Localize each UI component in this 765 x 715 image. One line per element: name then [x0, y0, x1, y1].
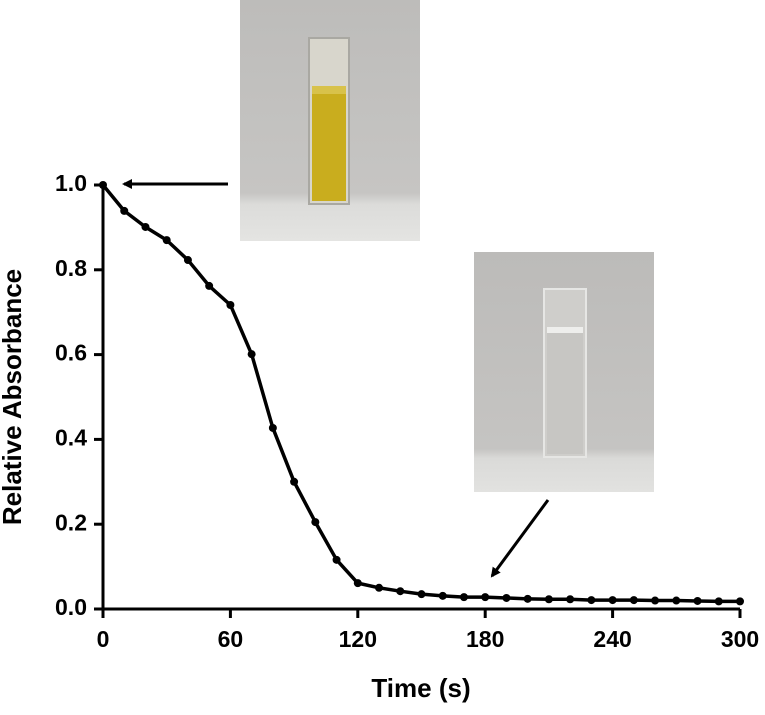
- data-point: [120, 206, 129, 215]
- data-point: [417, 590, 426, 599]
- data-point: [396, 587, 405, 596]
- arrow: [490, 499, 550, 578]
- data-point: [205, 281, 214, 290]
- x-tick-label: 180: [466, 626, 504, 652]
- data-point: [375, 583, 384, 592]
- x-axis-title: Time (s): [371, 673, 470, 703]
- data-point: [544, 595, 553, 604]
- x-tick-label: 120: [339, 626, 377, 652]
- data-point: [566, 595, 575, 604]
- y-tick-label: 1.0: [55, 170, 87, 196]
- data-point: [502, 593, 511, 602]
- data-point: [693, 596, 702, 605]
- data-point: [268, 423, 277, 432]
- y-tick-label: 0.8: [55, 255, 87, 281]
- data-point: [353, 579, 362, 588]
- data-point: [183, 256, 192, 265]
- data-point: [651, 596, 660, 605]
- data-point: [162, 236, 171, 245]
- data-point: [290, 477, 299, 486]
- photo-yellow: [240, 0, 420, 241]
- y-tick-label: 0.2: [55, 509, 87, 535]
- photo-clear: [474, 252, 654, 492]
- data-point: [736, 597, 744, 606]
- data-point: [629, 596, 638, 605]
- data-point: [608, 596, 617, 605]
- data-point: [99, 181, 107, 189]
- data-point: [459, 593, 468, 602]
- y-tick-label: 0.4: [55, 424, 87, 450]
- y-axis-title: Relative Absorbance: [0, 269, 27, 525]
- data-point: [714, 597, 723, 606]
- data-point: [523, 594, 532, 603]
- data-point: [587, 596, 596, 605]
- y-tick-label: 0.6: [55, 340, 87, 366]
- data-point: [672, 596, 681, 605]
- y-tick-label: 0.0: [55, 594, 87, 620]
- data-point: [481, 593, 490, 602]
- x-tick-label: 60: [218, 626, 244, 652]
- x-tick-label: 240: [593, 626, 631, 652]
- data-point: [247, 350, 256, 359]
- x-tick-label: 0: [97, 626, 110, 652]
- data-point: [226, 300, 235, 309]
- data-point: [311, 518, 320, 527]
- data-point: [332, 555, 341, 564]
- data-point: [141, 222, 150, 231]
- x-tick-label: 300: [721, 626, 759, 652]
- data-point: [438, 591, 447, 600]
